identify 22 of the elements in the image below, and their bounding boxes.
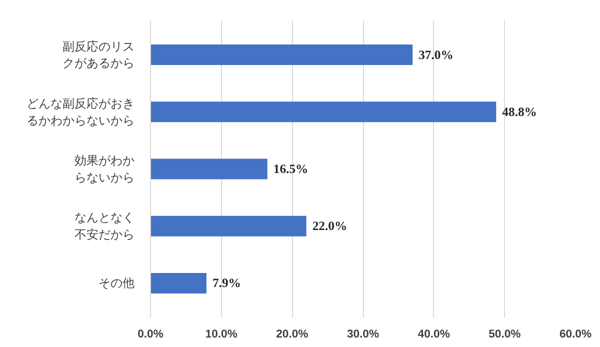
bar [150, 272, 206, 294]
data-label: 7.9% [212, 276, 241, 290]
x-tick-label: 10.0% [205, 328, 238, 340]
bar [150, 158, 268, 180]
y-tick-label: どんな副反応がおきるかわからないから [26, 96, 134, 128]
bar [150, 44, 413, 66]
y-tick-label: 効果がわからないから [74, 154, 134, 184]
x-tick-label: 0.0% [138, 328, 164, 340]
data-label: 37.0% [418, 48, 454, 62]
x-tick-label: 60.0% [559, 328, 592, 340]
bar [150, 102, 496, 122]
y-tick-label: 副反応のリスクがあるから [62, 39, 134, 70]
y-tick-label: なんとなく不安だから [74, 210, 134, 242]
x-tick-label: 40.0% [418, 328, 450, 340]
x-tick-label: 20.0% [276, 328, 308, 340]
x-tick-label: 30.0% [346, 328, 380, 340]
data-label: 22.0% [312, 219, 348, 234]
data-label: 16.5% [273, 162, 308, 176]
bar [150, 216, 306, 236]
y-tick-label: その他 [98, 276, 134, 290]
x-tick-label: 50.0% [488, 328, 521, 340]
data-label: 48.8% [502, 104, 537, 119]
